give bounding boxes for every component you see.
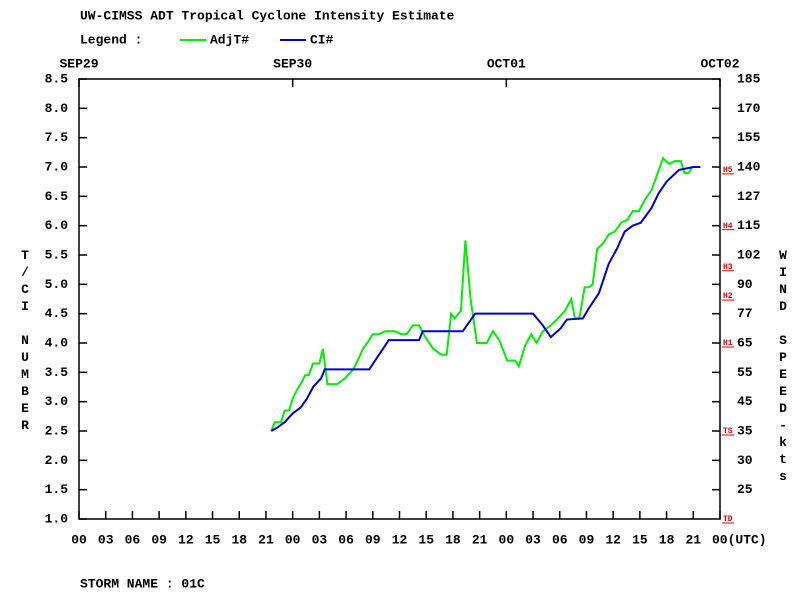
- x-tick-label: 12: [392, 532, 408, 547]
- series-line: [270, 156, 694, 432]
- y-tick-label: 1.5: [45, 482, 69, 497]
- y-tick-label: 4.5: [45, 306, 69, 321]
- y2-tick-label: 155: [737, 130, 761, 145]
- x-tick-label: 00: [285, 532, 301, 547]
- y-tick-label: 5.5: [45, 247, 69, 262]
- y-tick-label: 8.5: [45, 71, 69, 86]
- y2-tick-label: 140: [737, 159, 761, 174]
- x-tick-label: 00: [71, 532, 87, 547]
- x-tick-label: 18: [445, 532, 461, 547]
- category-label: H3: [723, 263, 733, 272]
- x-tick-label: 09: [579, 532, 595, 547]
- x-tick-label: 03: [98, 532, 114, 547]
- y2-tick-label: 127: [737, 189, 760, 204]
- y2-tick-label: 30: [737, 453, 753, 468]
- category-label: H5: [723, 166, 733, 175]
- legend-entry: CI#: [310, 32, 334, 47]
- y2-tick-label: 115: [737, 218, 761, 233]
- category-label: H4: [723, 222, 733, 231]
- legend-entry: AdjT#: [210, 32, 249, 47]
- category-label: TD: [723, 515, 733, 524]
- y-tick-label: 3.0: [45, 394, 69, 409]
- y2-tick-label: 102: [737, 247, 761, 262]
- x-tick-label: 15: [632, 532, 648, 547]
- x-tick-label: 15: [205, 532, 221, 547]
- category-label: TS: [723, 427, 733, 436]
- y-tick-label: 5.0: [45, 277, 69, 292]
- y-tick-label: 8.0: [45, 101, 69, 116]
- y2-tick-label: 90: [737, 277, 753, 292]
- y-tick-label: 7.0: [45, 159, 69, 174]
- y2-axis-label: WIND SPEED-kts: [776, 248, 791, 486]
- date-label: SEP30: [273, 56, 312, 71]
- y2-tick-label: 25: [737, 482, 753, 497]
- y2-tick-label: 35: [737, 423, 753, 438]
- y-axis-label: T/CI NUMBER: [18, 248, 33, 435]
- category-label: H1: [723, 339, 733, 348]
- date-label: SEP29: [59, 56, 98, 71]
- x-tick-label: 00(UTC): [712, 532, 767, 547]
- y-tick-label: 6.0: [45, 218, 69, 233]
- y-tick-label: 6.5: [45, 189, 69, 204]
- y-tick-label: 3.5: [45, 365, 69, 380]
- x-tick-label: 18: [231, 532, 247, 547]
- x-tick-label: 03: [525, 532, 541, 547]
- x-tick-label: 09: [151, 532, 167, 547]
- y2-tick-label: 45: [737, 394, 753, 409]
- x-tick-label: 09: [365, 532, 381, 547]
- x-tick-label: 00: [499, 532, 515, 547]
- x-tick-label: 21: [685, 532, 701, 547]
- x-tick-label: 12: [605, 532, 621, 547]
- y-tick-label: 7.5: [45, 130, 69, 145]
- category-label: H2: [723, 292, 733, 301]
- y2-tick-label: 77: [737, 306, 753, 321]
- y-tick-label: 2.0: [45, 453, 69, 468]
- y-tick-label: 1.0: [45, 511, 69, 526]
- y-tick-label: 4.0: [45, 335, 69, 350]
- y2-tick-label: 55: [737, 365, 753, 380]
- legend-label: Legend :: [80, 32, 142, 47]
- x-tick-label: 21: [258, 532, 274, 547]
- y-tick-label: 2.5: [45, 423, 69, 438]
- x-tick-label: 21: [472, 532, 488, 547]
- date-label: OCT01: [487, 56, 526, 71]
- x-tick-label: 03: [312, 532, 328, 547]
- y2-tick-label: 185: [737, 71, 761, 86]
- y2-tick-label: 170: [737, 101, 761, 116]
- x-tick-label: 12: [178, 532, 194, 547]
- x-tick-label: 18: [659, 532, 675, 547]
- chart-title: UW-CIMSS ADT Tropical Cyclone Intensity …: [80, 8, 455, 23]
- y2-tick-label: 65: [737, 335, 753, 350]
- x-tick-label: 06: [552, 532, 568, 547]
- x-tick-label: 15: [418, 532, 434, 547]
- series-line: [270, 166, 701, 432]
- x-tick-label: 06: [125, 532, 141, 547]
- storm-name: STORM NAME : 01C: [80, 576, 205, 591]
- x-tick-label: 06: [338, 532, 354, 547]
- date-label: OCT02: [700, 56, 739, 71]
